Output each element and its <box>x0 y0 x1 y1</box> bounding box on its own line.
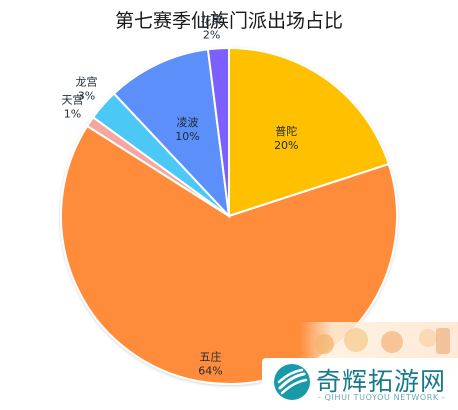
slice-name-label: 龙宫 <box>76 75 98 89</box>
slice-name-label: 五庄 <box>200 350 222 364</box>
slice-percent-label: 64% <box>198 365 222 378</box>
slice-percent-label: 1% <box>64 108 81 121</box>
slice-name-label: 普陀 <box>275 124 297 138</box>
slice-name-label: 凌波 <box>177 115 199 129</box>
slice-label-4: 龙宫3% <box>76 75 98 103</box>
slice-percent-label: 10% <box>175 130 199 143</box>
watermark-site-name: 奇辉拓游网 <box>316 367 447 396</box>
slice-label-3: 天宫1% <box>62 93 84 121</box>
chart-title: 第七赛季仙族门派出场占比 <box>114 10 343 32</box>
watermark-site-subtitle: - QIHUI TUOYOU NETWORK - <box>318 393 446 402</box>
slice-label-6: 花果2% <box>201 14 223 41</box>
pie-slice-5 <box>112 48 231 219</box>
pie-slice-1 <box>228 46 391 218</box>
cartoon-logo-icon <box>314 328 450 354</box>
pie-slice-6 <box>206 46 230 217</box>
slice-percent-label: 2% <box>203 28 220 41</box>
slice-percent-label: 20% <box>274 139 298 152</box>
slice-percent-label: 3% <box>78 90 95 103</box>
slice-name-label: 花果 <box>201 14 223 27</box>
circle-stripes-icon <box>274 364 310 400</box>
slice-name-label: 天宫 <box>62 93 84 107</box>
pie-slice-2 <box>60 124 398 385</box>
